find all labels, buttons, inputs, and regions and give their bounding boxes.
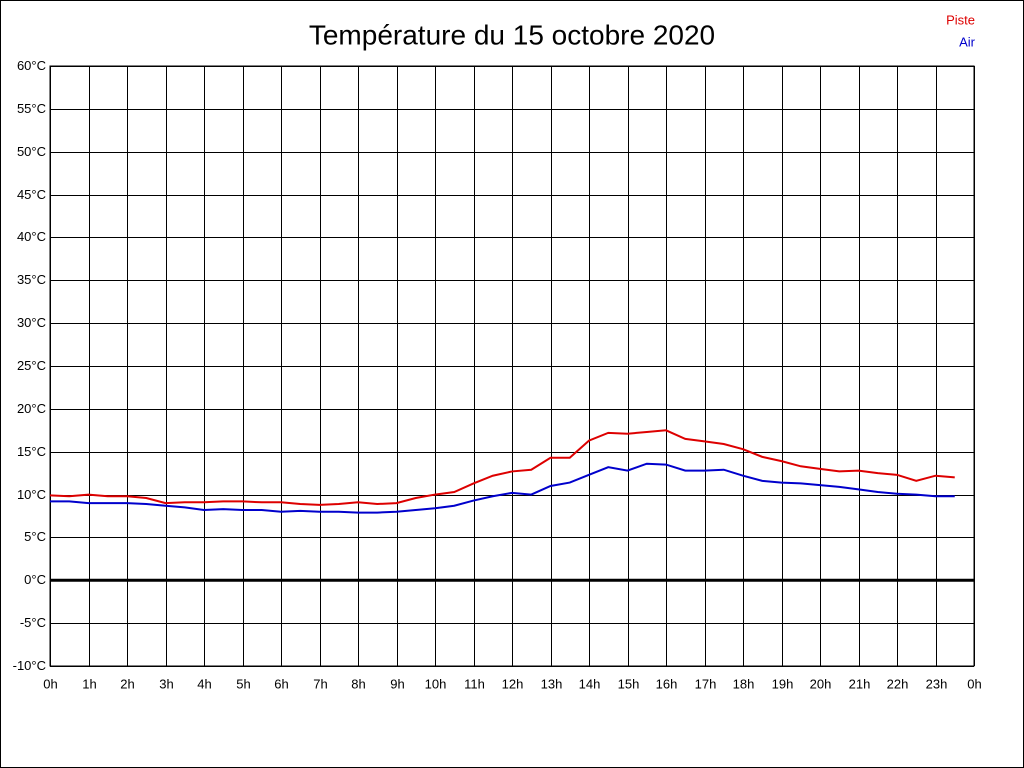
x-tick-label: 19h — [772, 676, 794, 691]
series-line — [49, 429, 955, 506]
y-tick-label: 5°C — [24, 529, 46, 544]
y-tick-label: 0°C — [24, 572, 46, 587]
y-tick-label: 30°C — [17, 315, 46, 330]
x-tick-label: 13h — [541, 676, 563, 691]
series-line — [50, 462, 955, 514]
y-tick-label: 45°C — [17, 187, 46, 202]
x-tick-label: 18h — [733, 676, 755, 691]
x-tick-label: 12h — [502, 676, 524, 691]
x-tick-label: 9h — [390, 676, 404, 691]
y-tick-label: 40°C — [17, 229, 46, 244]
x-tick-label: 1h — [82, 676, 96, 691]
y-tick-label: 25°C — [17, 358, 46, 373]
y-tick-label: 20°C — [17, 401, 46, 416]
x-tick-label: 4h — [197, 676, 211, 691]
y-tick-label: -10°C — [13, 658, 46, 673]
x-tick-label: 0h — [967, 676, 981, 691]
y-tick-label: 35°C — [17, 272, 46, 287]
y-tick-label: 60°C — [17, 58, 46, 73]
x-tick-label: 3h — [159, 676, 173, 691]
legend-entry: Air — [959, 34, 976, 49]
x-tick-label: 22h — [887, 676, 909, 691]
x-tick-label: 5h — [236, 676, 250, 691]
x-tick-label: 7h — [313, 676, 327, 691]
x-tick-label: 16h — [656, 676, 678, 691]
y-tick-label: 55°C — [17, 101, 46, 116]
x-tick-label: 20h — [810, 676, 832, 691]
y-tick-label: -5°C — [20, 615, 46, 630]
x-tick-label: 11h — [464, 676, 485, 691]
x-tick-label: 10h — [425, 676, 447, 691]
x-tick-label: 21h — [849, 676, 871, 691]
legend-entry: Piste — [946, 12, 975, 27]
x-tick-label: 17h — [695, 676, 717, 691]
y-tick-label: 50°C — [17, 144, 46, 159]
x-tick-label: 14h — [579, 676, 601, 691]
y-tick-label: 10°C — [17, 487, 46, 502]
chart-title: Température du 15 octobre 2020 — [309, 19, 715, 50]
y-tick-label: 15°C — [17, 444, 46, 459]
x-tick-label: 0h — [43, 676, 57, 691]
x-tick-label: 23h — [926, 676, 948, 691]
x-tick-label: 8h — [351, 676, 365, 691]
x-tick-label: 6h — [274, 676, 288, 691]
x-tick-label: 15h — [618, 676, 640, 691]
x-tick-label: 2h — [120, 676, 134, 691]
